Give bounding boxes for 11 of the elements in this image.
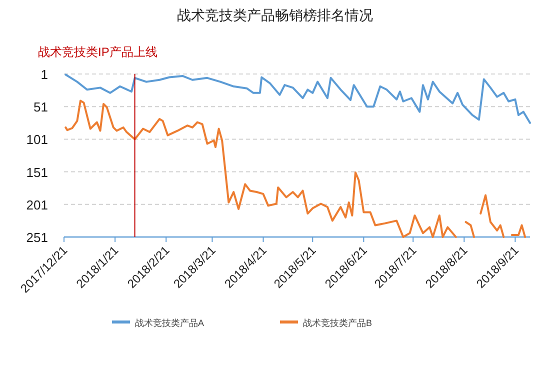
ref-line-label: 战术竞技类IP产品上线 bbox=[38, 45, 158, 59]
y-tick-label: 101 bbox=[26, 132, 48, 148]
y-tick-label: 51 bbox=[34, 100, 48, 115]
y-tick-label: 251 bbox=[26, 230, 48, 245]
y-tick-label: 201 bbox=[26, 197, 48, 212]
line-series bbox=[64, 74, 531, 124]
legend-label: 战术竞技类产品A bbox=[135, 318, 204, 328]
y-tick-label: 151 bbox=[26, 164, 48, 180]
chart-title: 战术竞技类产品畅销榜排名情况 bbox=[177, 7, 373, 23]
legend-label: 战术竞技类产品B bbox=[303, 318, 372, 328]
y-tick-label: 1 bbox=[40, 67, 48, 82]
